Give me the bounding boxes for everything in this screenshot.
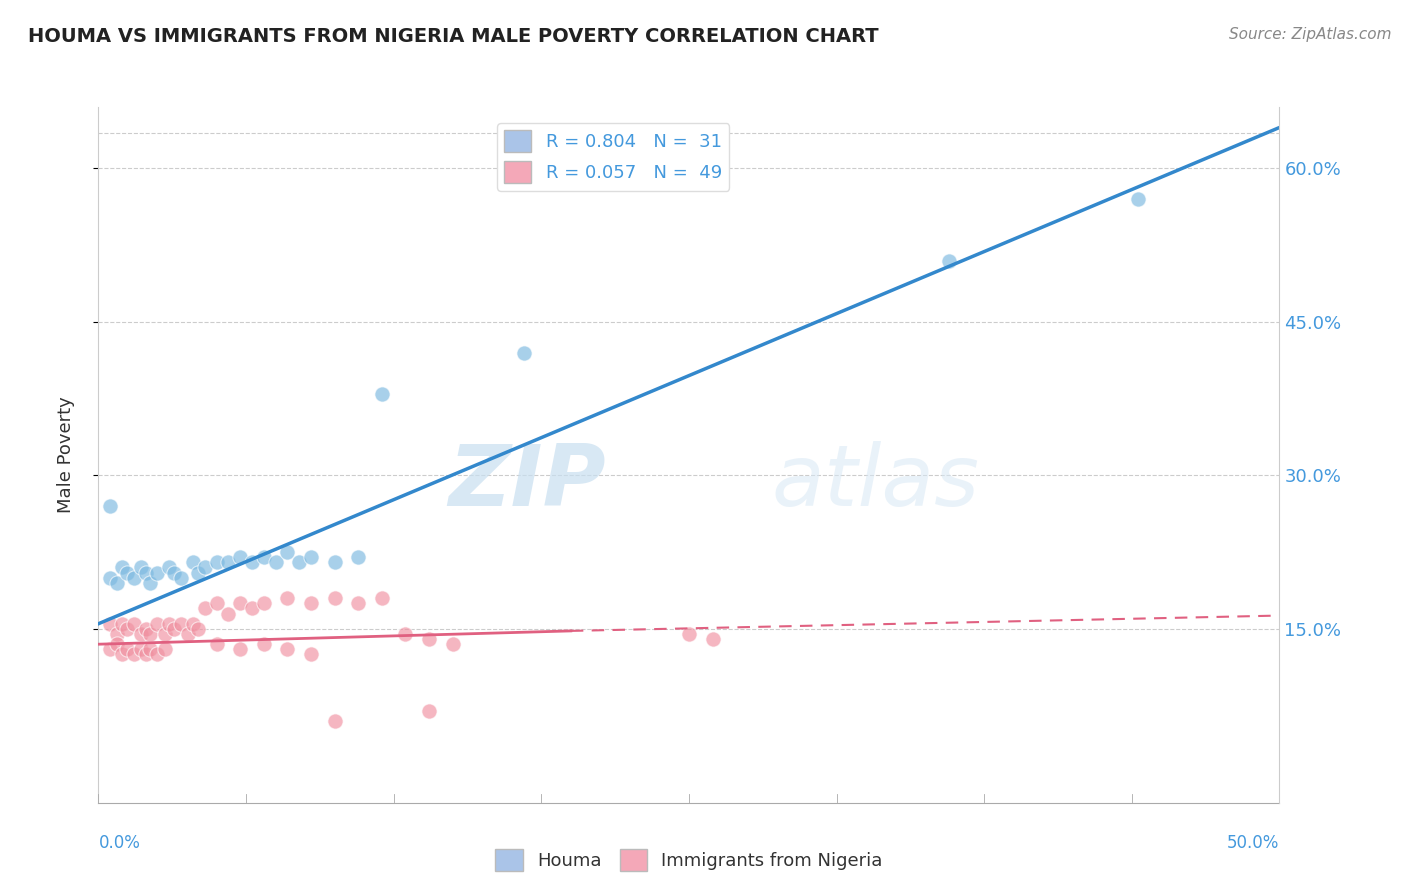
Point <box>122 648 145 662</box>
Point <box>205 596 228 610</box>
Point <box>187 566 209 580</box>
Point <box>394 627 416 641</box>
Point <box>139 627 162 641</box>
Point <box>194 601 217 615</box>
Point <box>205 637 228 651</box>
Point <box>170 571 193 585</box>
Point <box>217 607 239 621</box>
Point <box>98 499 121 513</box>
Point <box>111 616 134 631</box>
Point <box>98 616 121 631</box>
Point <box>323 714 346 728</box>
Point <box>187 622 209 636</box>
Point <box>163 622 186 636</box>
Text: 0.0%: 0.0% <box>98 834 141 852</box>
Point <box>153 627 176 641</box>
Point <box>205 555 228 569</box>
Y-axis label: Male Poverty: Male Poverty <box>56 397 75 513</box>
Text: HOUMA VS IMMIGRANTS FROM NIGERIA MALE POVERTY CORRELATION CHART: HOUMA VS IMMIGRANTS FROM NIGERIA MALE PO… <box>28 27 879 45</box>
Text: atlas: atlas <box>772 442 980 524</box>
Point <box>1126 192 1149 206</box>
Point <box>105 627 128 641</box>
Point <box>347 550 370 565</box>
Point <box>264 555 287 569</box>
Point <box>146 566 169 580</box>
Point <box>240 601 263 615</box>
Point <box>177 627 200 641</box>
Point <box>135 622 157 636</box>
Point <box>181 555 204 569</box>
Point <box>323 555 346 569</box>
Point <box>98 642 121 657</box>
Point <box>418 632 440 646</box>
Point <box>371 591 394 606</box>
Point <box>105 575 128 590</box>
Point <box>181 616 204 631</box>
Legend: R = 0.804   N =  31, R = 0.057   N =  49: R = 0.804 N = 31, R = 0.057 N = 49 <box>498 123 730 191</box>
Point <box>253 550 276 565</box>
Point <box>139 642 162 657</box>
Point <box>129 560 152 574</box>
Point <box>276 545 298 559</box>
Point <box>253 596 276 610</box>
Point <box>299 648 322 662</box>
Point <box>288 555 311 569</box>
Point <box>135 566 157 580</box>
Point <box>157 616 180 631</box>
Point <box>938 253 960 268</box>
Text: 50.0%: 50.0% <box>1227 834 1279 852</box>
Point <box>678 627 700 641</box>
Point <box>418 704 440 718</box>
Point <box>115 642 138 657</box>
Point <box>217 555 239 569</box>
Point <box>229 642 252 657</box>
Legend: Houma, Immigrants from Nigeria: Houma, Immigrants from Nigeria <box>488 842 890 879</box>
Point <box>441 637 464 651</box>
Point <box>115 622 138 636</box>
Point <box>139 575 162 590</box>
Point <box>299 596 322 610</box>
Point <box>371 386 394 401</box>
Point <box>153 642 176 657</box>
Point <box>702 632 724 646</box>
Point <box>276 642 298 657</box>
Point <box>129 642 152 657</box>
Point <box>129 627 152 641</box>
Point <box>111 648 134 662</box>
Point <box>323 591 346 606</box>
Point <box>98 571 121 585</box>
Point <box>253 637 276 651</box>
Point <box>299 550 322 565</box>
Point <box>135 648 157 662</box>
Point <box>146 648 169 662</box>
Point <box>229 550 252 565</box>
Point <box>229 596 252 610</box>
Point <box>122 571 145 585</box>
Point <box>115 566 138 580</box>
Point <box>157 560 180 574</box>
Point <box>240 555 263 569</box>
Point <box>170 616 193 631</box>
Text: Source: ZipAtlas.com: Source: ZipAtlas.com <box>1229 27 1392 42</box>
Point <box>105 637 128 651</box>
Point <box>512 345 534 359</box>
Point <box>276 591 298 606</box>
Point <box>122 616 145 631</box>
Text: ZIP: ZIP <box>449 442 606 524</box>
Point <box>146 616 169 631</box>
Point <box>111 560 134 574</box>
Point <box>347 596 370 610</box>
Point <box>163 566 186 580</box>
Point <box>194 560 217 574</box>
